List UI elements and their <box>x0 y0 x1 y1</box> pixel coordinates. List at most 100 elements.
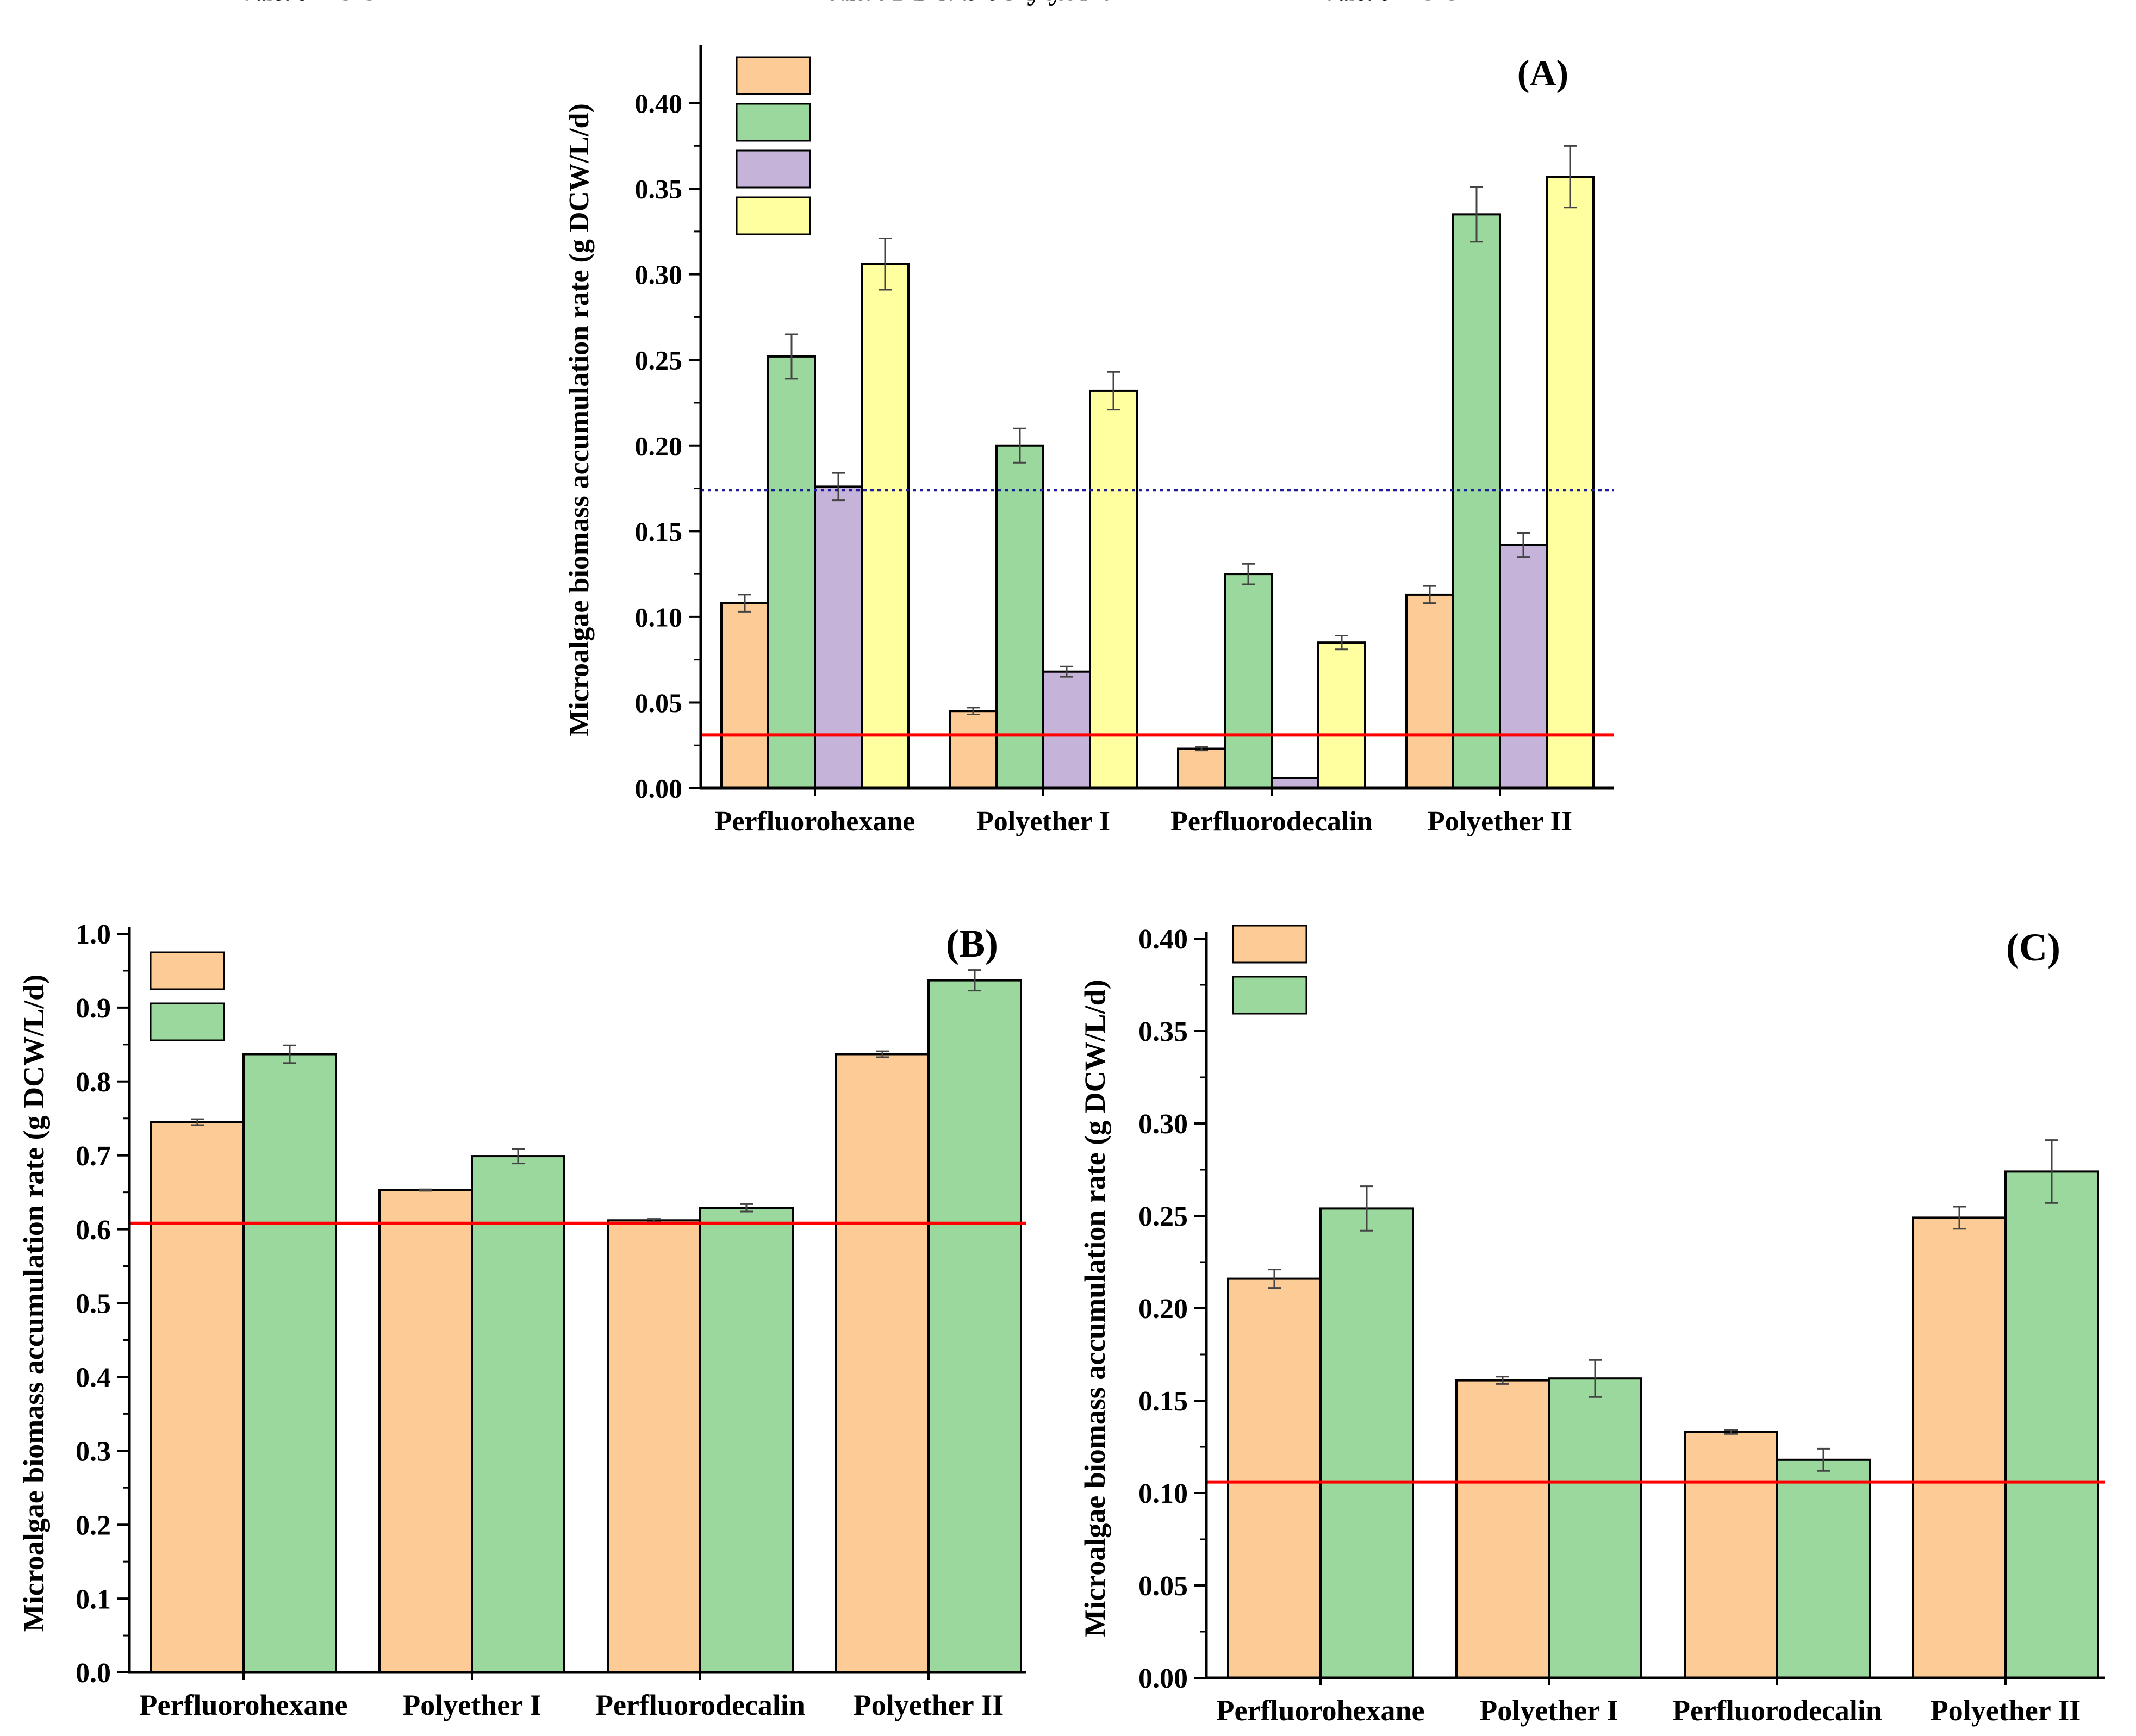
y-tick-label: 0.0 <box>76 1658 111 1689</box>
error-bar-b-s1-c0 <box>283 1044 296 1064</box>
legend-swatch <box>736 103 811 142</box>
error-bar-c-s0-c0 <box>1268 1269 1281 1289</box>
error-bar-c-s1-c0 <box>1360 1185 1373 1232</box>
bar-c-s1-c3 <box>2004 1170 2099 1679</box>
bar-b-s0-c0 <box>150 1121 245 1673</box>
bar-a-s0-c1 <box>949 710 998 789</box>
bar-c-s0-c3 <box>1912 1216 2007 1679</box>
legend: 0.5% PFC1% PFC <box>1232 0 1462 1015</box>
y-tick-label: 0.40 <box>1138 924 1188 955</box>
bar-a-s2-c1 <box>1042 670 1091 790</box>
y-tick-label: 0.00 <box>1138 1663 1188 1694</box>
bar-a-s1-c0 <box>767 355 816 789</box>
legend-swatch <box>736 56 811 95</box>
x-tick-label: Perfluorohexane <box>715 806 916 837</box>
bar-c-s0-c2 <box>1684 1431 1778 1679</box>
bar-a-s2-c0 <box>814 485 863 789</box>
error-bar-c-s1-c3 <box>2045 1139 2058 1204</box>
bar-b-s0-c2 <box>607 1219 701 1673</box>
bar-c-s1-c0 <box>1319 1207 1414 1679</box>
y-tick-label: 0.25 <box>635 345 683 376</box>
error-bar-a-s1-c0 <box>785 333 798 380</box>
error-bar-b-s1-c1 <box>512 1147 525 1165</box>
y-tick-label: 1.0 <box>76 919 111 950</box>
error-bar-c-s0-c1 <box>1496 1376 1509 1385</box>
bar-b-s1-c1 <box>471 1155 565 1674</box>
legend-swatch <box>150 1002 225 1041</box>
bar-b-s1-c0 <box>242 1053 337 1673</box>
x-tick-label: Perfluorodecalin <box>595 1689 805 1721</box>
legend-label: 1% PFC with Glycerol <box>825 0 1100 7</box>
legend: 0.5% PFC0.5% PFC with Glycerol1% PFC1% P… <box>736 0 1122 235</box>
legend-label: 0.5% PFC with Glycerol <box>825 0 1122 7</box>
legend-label: 1% PFC <box>1322 0 1438 7</box>
bar-b-s1-c3 <box>927 979 1022 1673</box>
error-bar-c-s1-c1 <box>1589 1359 1602 1398</box>
error-bar-a-s0-c2 <box>1195 746 1208 752</box>
y-tick-label: 0.6 <box>76 1215 111 1246</box>
y-tick-label: 0.00 <box>635 773 683 804</box>
error-bar-a-s1-c1 <box>1013 427 1026 464</box>
bar-a-s0-c3 <box>1405 593 1454 789</box>
bar-c-s0-c1 <box>1455 1379 1550 1679</box>
x-tick-label: Polyether II <box>1428 806 1572 837</box>
y-tick-label: 0.7 <box>76 1141 111 1172</box>
bar-c-s0-c0 <box>1227 1277 1322 1679</box>
bar-a-s1-c2 <box>1224 573 1273 789</box>
legend-swatch <box>1232 925 1307 964</box>
bar-b-s1-c2 <box>699 1207 794 1673</box>
y-tick-label: 0.9 <box>76 993 111 1024</box>
y-tick-label: 0.05 <box>635 688 683 718</box>
x-tick-label: Polyether I <box>402 1689 541 1721</box>
error-bar-b-s0-c0 <box>191 1118 204 1126</box>
bar-c-s1-c2 <box>1776 1458 1871 1679</box>
legend-label: 0.5% PFC <box>825 0 951 7</box>
error-bar-a-s0-c3 <box>1423 585 1436 604</box>
legend-label: 1% PFC <box>239 0 356 7</box>
y-tick-label: 0.40 <box>635 88 683 118</box>
legend-label: 0.5% PFC <box>239 0 379 7</box>
y-tick-label: 0.35 <box>635 174 683 204</box>
error-bar-c-s0-c3 <box>1953 1206 1966 1230</box>
bar-a-s1-c3 <box>1452 213 1501 789</box>
error-bar-a-s0-c1 <box>967 707 980 715</box>
y-axis-label: Microalgae biomass accumulation rate (g … <box>17 975 50 1632</box>
error-bar-c-s1-c2 <box>1817 1447 1830 1472</box>
error-bar-a-s2-c0 <box>832 472 845 502</box>
error-bar-a-s2-c1 <box>1060 665 1073 678</box>
legend-swatch <box>736 196 811 235</box>
y-tick-label: 0.30 <box>1138 1109 1188 1140</box>
y-tick-label: 0.15 <box>1138 1386 1188 1417</box>
y-tick-label: 0.4 <box>76 1363 111 1394</box>
chart-panel-c: Perfluorohexane Polyether I Perfluorodecal… <box>1079 0 2105 1727</box>
y-tick-label: 0.3 <box>76 1437 111 1468</box>
error-bar-a-s2-c3 <box>1517 532 1530 558</box>
legend-swatch <box>150 951 225 990</box>
x-tick-label: Perfluorodecalin <box>1170 806 1373 837</box>
legend-label: 1% PFC <box>825 0 930 7</box>
y-axis-label: Microalgae biomass accumulation rate (g … <box>1079 979 1111 1637</box>
bar-c-s1-c1 <box>1548 1377 1642 1679</box>
error-bar-c-s0-c2 <box>1724 1429 1738 1435</box>
y-tick-label: 0.20 <box>635 430 683 461</box>
y-tick-label: 0.10 <box>635 602 683 632</box>
error-bar-b-s0-c1 <box>419 1188 432 1192</box>
bar-a-s0-c2 <box>1177 747 1226 790</box>
error-bar-a-s3-c1 <box>1107 371 1120 411</box>
x-tick-label: Polyether I <box>1479 1694 1618 1727</box>
y-tick-label: 0.1 <box>76 1584 111 1615</box>
bar-a-s1-c1 <box>995 444 1044 789</box>
error-bar-a-s0-c0 <box>738 594 751 613</box>
chart-panel-b: Perfluorohexane Polyether I Perfluorodecal… <box>17 0 1026 1721</box>
error-bar-a-s1-c3 <box>1470 186 1483 243</box>
y-tick-label: 0.25 <box>1138 1201 1188 1232</box>
panel-label: (A) <box>1517 52 1568 93</box>
legend: 0.5% PFC1% PFC <box>150 0 379 1041</box>
bar-a-s2-c3 <box>1499 544 1548 790</box>
bar-a-s3-c2 <box>1317 641 1366 789</box>
error-bar-a-s3-c0 <box>879 237 892 291</box>
panel-label: (C) <box>2006 926 2060 969</box>
y-tick-label: 0.10 <box>1138 1478 1188 1509</box>
y-tick-label: 0.35 <box>1138 1016 1188 1047</box>
